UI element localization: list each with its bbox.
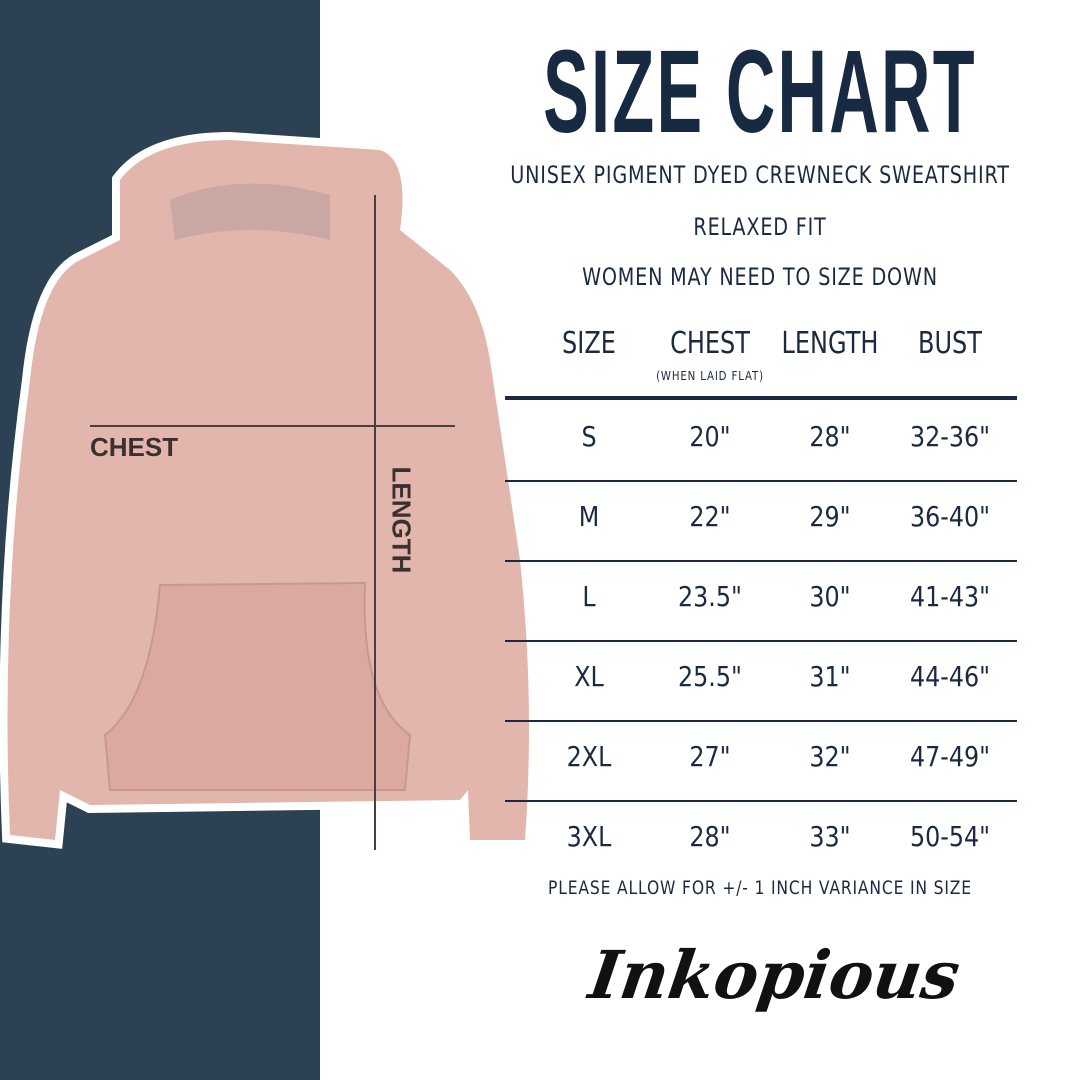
- row-divider: [505, 640, 1017, 642]
- footnote: PLEASE ALLOW FOR +/- 1 INCH VARIANCE IN …: [548, 877, 972, 899]
- header-length: LENGTH: [781, 326, 879, 361]
- subtitle-sizing: WOMEN MAY NEED TO SIZE DOWN: [582, 263, 938, 291]
- table-cell: L: [582, 580, 596, 613]
- chest-label: CHEST: [90, 432, 179, 462]
- table-cell: 33": [809, 820, 851, 853]
- table-cell: 23.5": [678, 580, 742, 613]
- table-cell: 28": [689, 820, 731, 853]
- hoodie-image: [0, 131, 537, 850]
- table-cell: 47-49": [909, 740, 991, 773]
- table-cell: 2XL: [566, 740, 612, 773]
- subtitle-fit: RELAXED FIT: [693, 213, 827, 241]
- table-cell: 22": [689, 500, 731, 533]
- subtitle-product: UNISEX PIGMENT DYED CREWNECK SWEATSHIRT: [510, 161, 1010, 189]
- page-title: SIZE CHART: [543, 26, 977, 158]
- row-divider: [505, 480, 1017, 482]
- table-cell: 41-43": [909, 580, 991, 613]
- chest-note: (WHEN LAID FLAT): [656, 369, 764, 383]
- table-cell: 36-40": [909, 500, 991, 533]
- table-cell: M: [578, 500, 600, 533]
- brand-logo: Inkopious: [584, 936, 965, 1014]
- table-cell: 50-54": [909, 820, 991, 853]
- table-cell: 25.5": [678, 660, 742, 693]
- table-cell: 3XL: [566, 820, 612, 853]
- length-label: LENGTH: [386, 466, 417, 574]
- table-cell: XL: [574, 660, 604, 693]
- table-cell: 30": [809, 580, 851, 613]
- table-cell: 27": [689, 740, 731, 773]
- header-size: SIZE: [562, 326, 616, 361]
- table-cell: 31": [809, 660, 851, 693]
- table-cell: 29": [809, 500, 851, 533]
- table-cell: 28": [809, 420, 851, 453]
- row-divider: [505, 800, 1017, 802]
- table-cell: S: [581, 420, 597, 453]
- table-cell: 32-36": [909, 420, 991, 453]
- row-divider: [505, 560, 1017, 562]
- table-cell: 44-46": [909, 660, 991, 693]
- row-divider: [505, 720, 1017, 722]
- table-cell: 20": [689, 420, 731, 453]
- table-cell: 32": [809, 740, 851, 773]
- header-divider: [505, 396, 1017, 400]
- header-bust: BUST: [918, 326, 982, 361]
- header-chest: CHEST: [670, 326, 750, 361]
